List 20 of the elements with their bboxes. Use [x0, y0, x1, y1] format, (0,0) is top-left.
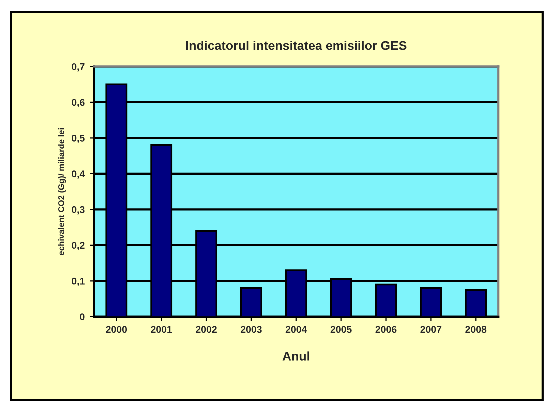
x-tick-label: 2001 [151, 326, 172, 334]
x-tick-label: 2007 [420, 326, 442, 334]
x-tick-label: 2008 [466, 326, 487, 334]
x-axis-title: Anul [282, 352, 310, 361]
x-tick-label: 2003 [240, 326, 262, 334]
x-tick-label: 2000 [106, 326, 128, 334]
y-tick-label: 0,4 [72, 170, 86, 179]
x-tick-label: 2005 [330, 326, 352, 334]
chart-title: Indicatorul intensitatea emisiilor GES [186, 40, 407, 50]
y-tick-label: 0 [80, 314, 85, 321]
y-tick-label: 0,7 [72, 63, 85, 72]
x-tick-label: 2004 [286, 326, 308, 334]
y-tick-label: 0,2 [72, 242, 85, 250]
y-tick-label: 0,3 [72, 206, 85, 215]
y-axis-title: echivalent CO2 (Gg)/ miliarde lei [58, 128, 66, 256]
y-tick-label: 0,6 [72, 99, 85, 108]
x-tick-label: 2002 [196, 326, 217, 334]
y-tick-label: 0,5 [72, 134, 85, 144]
y-tick-label: 0,1 [72, 278, 85, 286]
x-tick-label: 2006 [376, 326, 397, 334]
